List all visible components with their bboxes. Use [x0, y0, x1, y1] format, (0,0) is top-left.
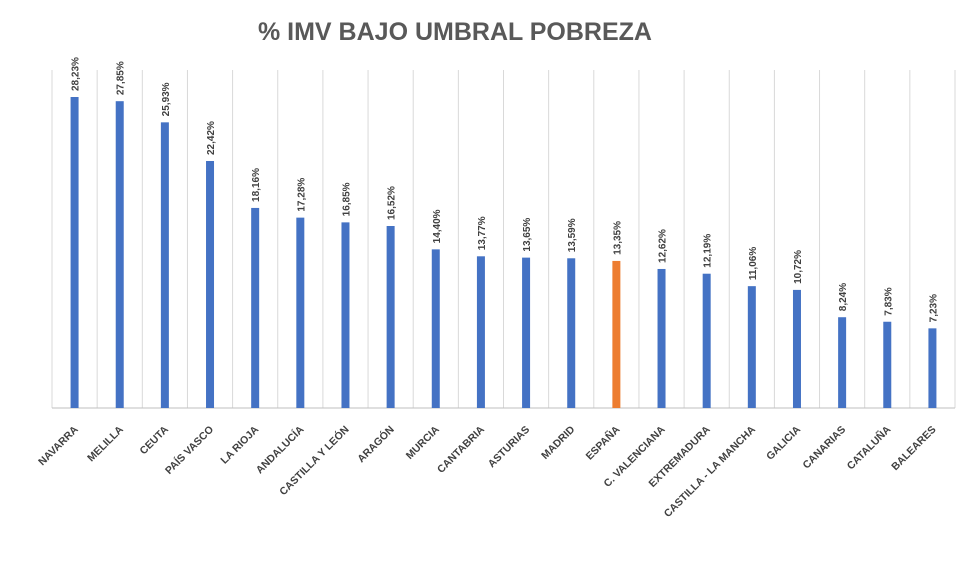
bar [251, 207, 260, 408]
value-label: 18,16% [251, 168, 262, 202]
x-tick-label: ASTURIAS [486, 424, 532, 470]
bar [296, 217, 305, 408]
x-tick-label: ARAGÓN [355, 423, 397, 465]
value-label: 16,85% [341, 182, 352, 216]
bar [160, 122, 169, 409]
bar [386, 226, 395, 408]
bar [928, 328, 937, 408]
value-label: 11,06% [748, 247, 759, 280]
value-label: 25,93% [161, 82, 172, 116]
bar [431, 249, 440, 408]
value-label: 16,52% [387, 186, 398, 220]
bar [522, 257, 531, 408]
value-label: 27,85% [116, 61, 127, 95]
x-tick-label: NAVARRA [36, 423, 81, 468]
x-tick-label: CANTABRIA [435, 423, 487, 475]
chart-title: % IMV BAJO UMBRAL POBREZA [258, 18, 652, 46]
x-tick-label: LA RIOJA [218, 423, 261, 466]
value-label: 22,42% [206, 121, 217, 155]
x-tick-label: CATALUÑA [844, 423, 894, 473]
bar [476, 256, 485, 408]
value-label: 10,72% [793, 250, 804, 284]
bar [206, 161, 215, 408]
value-label: 13,59% [567, 218, 578, 252]
bar [657, 268, 666, 408]
bar [702, 273, 711, 408]
value-label: 13,77% [477, 216, 488, 250]
bar [70, 97, 79, 408]
x-tick-label: ESPAÑA [583, 423, 623, 463]
x-tick-label: GALICIA [764, 423, 803, 462]
value-label: 7,23% [928, 294, 939, 322]
value-label: 13,65% [522, 218, 533, 252]
value-label: 14,40% [432, 209, 443, 243]
x-tick-label: MURCIA [404, 423, 442, 461]
bar [612, 260, 621, 408]
x-tick-label: CASTILLA - LA MANCHA [662, 423, 758, 519]
x-tick-label: MELILLA [85, 423, 126, 464]
x-tick-label: PAÍS VASCO [162, 423, 216, 477]
value-label: 8,24% [838, 283, 849, 311]
bar [747, 286, 756, 408]
x-tick-label: CEUTA [137, 423, 171, 457]
value-label: 12,62% [658, 229, 669, 263]
value-label: 12,19% [703, 234, 714, 268]
bar [115, 101, 124, 408]
value-label: 7,83% [883, 287, 894, 315]
bar [883, 321, 892, 408]
value-label: 28,23% [71, 57, 82, 91]
bar [567, 258, 576, 408]
bar [792, 289, 801, 408]
x-tick-label: CANARIAS [801, 424, 849, 472]
value-label: 17,28% [296, 178, 307, 212]
bar [341, 222, 350, 408]
x-tick-label: MADRID [539, 423, 577, 461]
bar [838, 317, 847, 408]
x-tick-label: BALEARES [889, 424, 938, 473]
value-label: 13,35% [612, 221, 623, 255]
